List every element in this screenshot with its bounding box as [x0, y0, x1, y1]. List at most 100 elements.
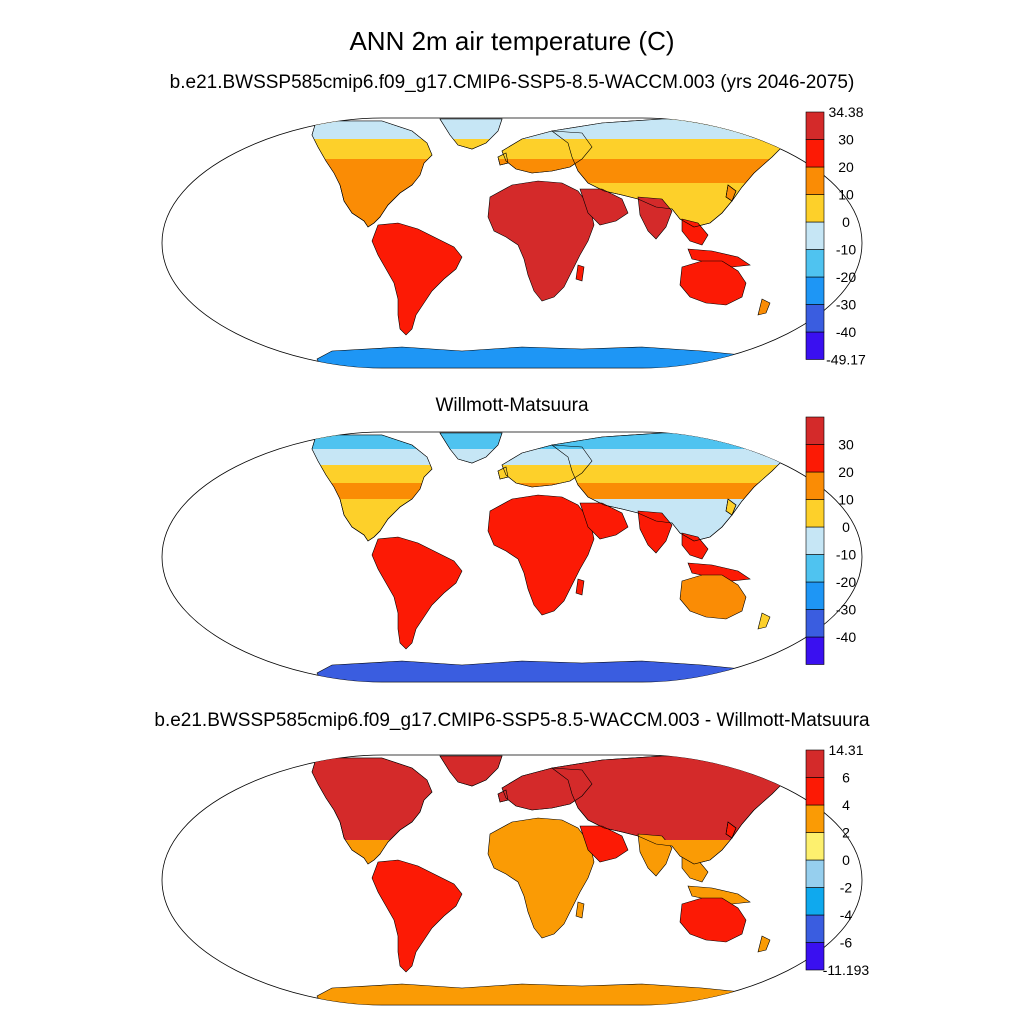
colorbar-box — [805, 581, 825, 610]
land-india — [637, 510, 673, 554]
colorbar-box — [805, 804, 825, 833]
colorbar-label: 20 — [838, 159, 854, 175]
coast-europe — [501, 130, 593, 174]
coast-greenland — [439, 118, 503, 150]
colorbar-box — [805, 111, 825, 140]
land-samerica — [371, 536, 463, 650]
colorbar-label: 2 — [842, 825, 850, 841]
colorbar-box — [805, 499, 825, 528]
panel-title: b.e21.BWSSP585cmip6.f09_g17.CMIP6-SSP5-8… — [170, 72, 855, 93]
colorbar-box — [805, 609, 825, 638]
land-africa — [487, 180, 595, 302]
colorbar-box — [805, 194, 825, 223]
figure-title: ANN 2m air temperature (C) — [349, 26, 674, 56]
land-india — [637, 196, 673, 240]
colorbar-label: -40 — [836, 629, 856, 645]
colorbar-box — [805, 859, 825, 888]
colorbar-box — [805, 139, 825, 168]
land-nz — [757, 298, 771, 316]
land-nz — [757, 935, 771, 953]
colorbar-label: 34.38 — [828, 104, 863, 120]
colorbar-box — [805, 832, 825, 861]
colorbar-label: -30 — [836, 297, 856, 313]
colorbar-obs: -40 -30 -20 -10 0 10 20 30 — [805, 416, 856, 665]
colorbar-label: 20 — [838, 464, 854, 480]
land-madagascar — [575, 264, 585, 282]
land-seasia — [681, 532, 709, 560]
colorbar-label: -4 — [840, 907, 853, 923]
colorbar-label: 10 — [838, 187, 854, 203]
colorbar-box — [805, 942, 825, 971]
colorbar-label: -10 — [836, 242, 856, 258]
coast-greenland — [439, 755, 503, 787]
coast-namerica — [311, 757, 433, 865]
north2-band — [312, 449, 782, 465]
coast-uk — [497, 152, 509, 166]
colorbar-box — [805, 887, 825, 916]
land-arabia — [579, 825, 629, 863]
land-australia — [679, 574, 747, 620]
colorbar-box — [805, 249, 825, 278]
colorbar-box — [805, 914, 825, 943]
colorbar-label: 0 — [842, 214, 850, 230]
colorbar-label: -2 — [840, 880, 853, 896]
panel-title: Willmott-Matsuura — [435, 395, 589, 416]
colorbar-diff: -11.193 -6 -4 -2 0 2 4 6 14.31 — [805, 742, 870, 978]
land-arabia — [579, 502, 629, 540]
colorbar-label: -6 — [840, 935, 853, 951]
panel-title: b.e21.BWSSP585cmip6.f09_g17.CMIP6-SSP5-8… — [154, 710, 870, 731]
colorbar-label: -11.193 — [823, 962, 870, 978]
panel-model: b.e21.BWSSP585cmip6.f09_g17.CMIP6-SSP5-8… — [161, 72, 866, 369]
coast-japan — [725, 184, 737, 202]
colorbar-label: -40 — [836, 324, 856, 340]
coast-greenland — [439, 432, 503, 464]
land-samerica — [371, 222, 463, 336]
colorbar-box — [805, 749, 825, 778]
colorbar-box — [805, 777, 825, 806]
colorbar-label: -30 — [836, 602, 856, 618]
colorbar-box — [805, 554, 825, 583]
colorbar-label: -10 — [836, 547, 856, 563]
map-model — [161, 117, 863, 369]
coast-japan — [725, 821, 737, 839]
land-madagascar — [575, 901, 585, 919]
panel-obs: Willmott-Matsuura -40 -30 -20 -10 0 10 20 30 — [161, 395, 863, 683]
panel-diff: b.e21.BWSSP585cmip6.f09_g17.CMIP6-SSP5-8… — [154, 710, 870, 1006]
map-diff — [161, 754, 863, 1006]
land-australia — [679, 897, 747, 943]
colorbar-label: 0 — [842, 852, 850, 868]
mid-band — [312, 465, 782, 483]
colorbar-box — [805, 526, 825, 555]
land-indonesia — [687, 562, 751, 582]
coast-europe — [501, 444, 593, 488]
land-australia — [679, 260, 747, 306]
coast-uk — [497, 789, 509, 803]
colorbar-label: 30 — [838, 132, 854, 148]
land-seasia — [681, 218, 709, 246]
land-africa — [487, 817, 595, 939]
coast-europe — [501, 767, 593, 811]
map-obs — [161, 431, 863, 683]
colorbar-box — [805, 276, 825, 305]
land-arabia — [579, 188, 629, 226]
colorbar-label: 4 — [842, 797, 850, 813]
colorbar-box — [805, 331, 825, 360]
colorbar-box — [805, 636, 825, 665]
colorbar-box — [805, 166, 825, 195]
land-africa — [487, 494, 595, 616]
colorbar-label: 14.31 — [828, 742, 863, 758]
colorbar-label: 6 — [842, 770, 850, 786]
land-indonesia — [687, 248, 751, 268]
land-indonesia — [687, 885, 751, 905]
land-nz — [757, 612, 771, 630]
colorbar-label: 10 — [838, 492, 854, 508]
land-samerica — [371, 859, 463, 973]
coast-japan — [725, 498, 737, 516]
colorbar-box — [805, 444, 825, 473]
coast-namerica — [311, 434, 433, 542]
colorbar-box — [805, 221, 825, 250]
colorbar-box — [805, 416, 825, 445]
coast-namerica — [311, 120, 433, 228]
colorbar-label: 0 — [842, 519, 850, 535]
